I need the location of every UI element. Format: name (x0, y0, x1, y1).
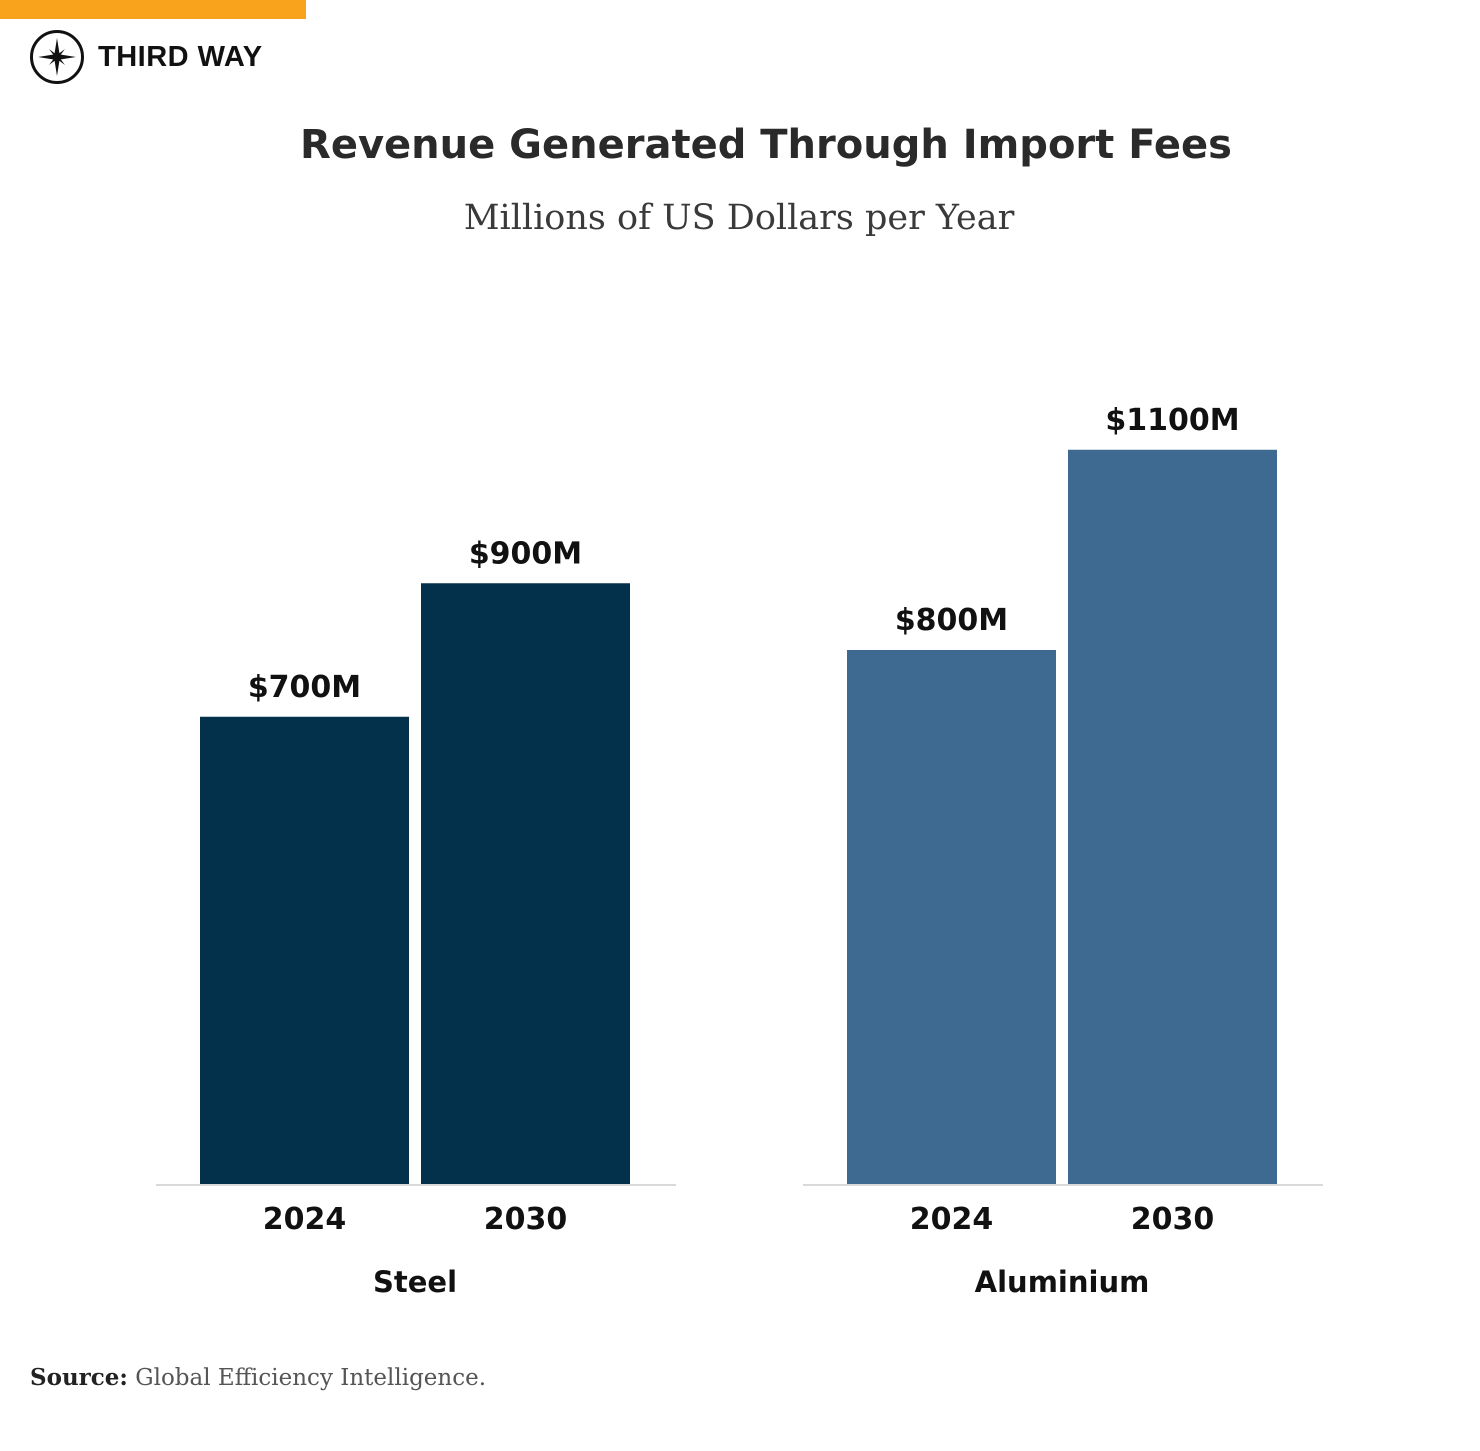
x-tick-label: 2024 (263, 1202, 347, 1237)
brand-logo: THIRD WAY (29, 29, 263, 85)
source-text: Global Efficiency Intelligence. (135, 1365, 487, 1391)
bar (200, 716, 409, 1184)
bar-value-label: $700M (248, 670, 361, 705)
accent-bar (0, 0, 306, 19)
bar-value-label: $900M (469, 536, 582, 571)
bar-value-label: $800M (895, 603, 1008, 638)
bar (421, 583, 630, 1184)
source-note: Source: Global Efficiency Intelligence. (30, 1364, 486, 1391)
brand-name: THIRD WAY (98, 40, 263, 73)
group-label: Aluminium (975, 1265, 1150, 1299)
group-label: Steel (373, 1265, 457, 1299)
x-tick-label: 2030 (484, 1202, 568, 1237)
chart-subtitle: Millions of US Dollars per Year (463, 198, 1015, 238)
chart-title: Revenue Generated Through Import Fees (300, 122, 1232, 168)
source-label: Source: (30, 1364, 128, 1391)
x-tick-label: 2024 (910, 1202, 994, 1237)
x-tick-label: 2030 (1131, 1202, 1215, 1237)
bar (847, 650, 1056, 1184)
compass-star-icon (30, 30, 84, 84)
bar-value-label: $1100M (1105, 403, 1239, 438)
bar (1068, 449, 1277, 1184)
